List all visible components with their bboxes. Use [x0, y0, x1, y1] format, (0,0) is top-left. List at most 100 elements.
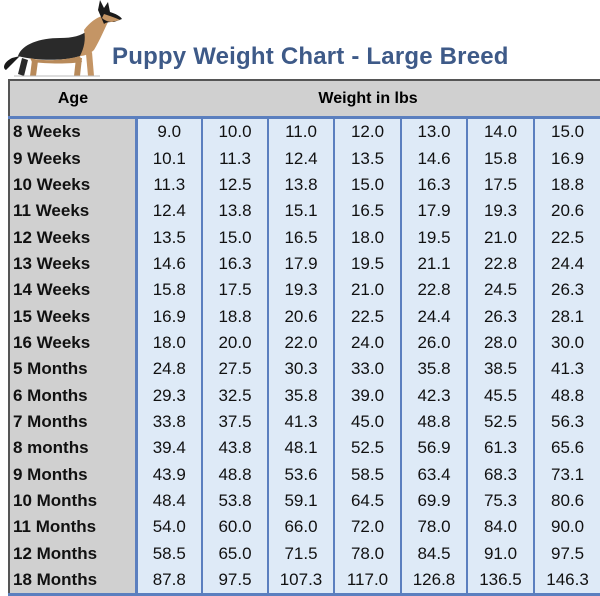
age-cell: 16 Weeks — [8, 329, 138, 357]
table-body: 8 Weeks 9.0 10.0 11.0 12.0 13.0 14.0 15.0 9 Week… — [8, 117, 600, 596]
weight-cell: 33.8 — [135, 408, 203, 436]
weight-cell: 78.0 — [333, 540, 402, 567]
weight-cell: 117.0 — [333, 566, 402, 596]
weight-table: Age Weight in lbs 8 Weeks 9.0 10.0 11.0 12.0… — [8, 79, 600, 596]
weight-cell: 65.6 — [532, 435, 600, 462]
table-row: 8 Weeks 9.0 10.0 11.0 12.0 13.0 14.0 15.0 — [8, 117, 600, 146]
age-cell: 6 Months — [8, 382, 138, 409]
weight-cell: 80.6 — [532, 487, 600, 515]
weight-cell: 10.0 — [201, 117, 269, 146]
age-cell: 14 Weeks — [8, 277, 138, 304]
age-cell: 10 Weeks — [8, 171, 138, 199]
weight-cell: 97.5 — [532, 540, 600, 567]
weight-cell: 66.0 — [267, 514, 335, 541]
weight-cell: 58.5 — [333, 461, 402, 488]
table-row: 12 Weeks 13.5 15.0 16.5 18.0 19.5 21.0 22.5 — [8, 224, 600, 251]
weight-cell: 22.5 — [532, 224, 600, 251]
weight-cell: 19.3 — [267, 277, 335, 304]
weight-cell: 17.9 — [267, 250, 335, 278]
age-cell: 18 Months — [8, 566, 138, 596]
weight-cell: 37.5 — [201, 408, 269, 436]
age-header: Age — [8, 79, 136, 119]
weight-cell: 15.8 — [135, 277, 203, 304]
weight-cell: 9.0 — [135, 117, 203, 146]
table-row: 11 Weeks 12.4 13.8 15.1 16.5 17.9 19.3 20.6 — [8, 198, 600, 225]
weight-cell: 78.0 — [400, 514, 468, 541]
weight-cell: 64.5 — [333, 487, 402, 515]
weight-cell: 26.3 — [466, 303, 535, 330]
weight-cell: 26.0 — [400, 329, 468, 357]
weight-cell: 45.0 — [333, 408, 402, 436]
age-cell: 10 Months — [8, 487, 138, 515]
weight-cell: 39.0 — [333, 382, 402, 409]
weight-cell: 26.3 — [532, 277, 600, 304]
weight-cell: 15.8 — [466, 145, 535, 172]
weight-cell: 48.4 — [135, 487, 203, 515]
weight-cell: 17.5 — [466, 171, 535, 199]
age-cell: 9 Months — [8, 461, 138, 488]
age-cell: 12 Months — [8, 540, 138, 567]
page-title: Puppy Weight Chart - Large Breed — [112, 43, 509, 70]
weight-cell: 19.5 — [400, 224, 468, 251]
weight-cell: 91.0 — [466, 540, 535, 567]
weight-cell: 41.3 — [267, 408, 335, 436]
weight-cell: 48.8 — [532, 382, 600, 409]
weight-cell: 75.3 — [466, 487, 535, 515]
weight-cell: 53.6 — [267, 461, 335, 488]
weight-cell: 48.1 — [267, 435, 335, 462]
weight-cell: 32.5 — [201, 382, 269, 409]
weight-cell: 60.0 — [201, 514, 269, 541]
age-cell: 8 months — [8, 435, 138, 462]
weight-cell: 22.8 — [466, 250, 535, 278]
table-row: 18 Months 87.8 97.5 107.3 117.0 126.8 136.5 146… — [8, 566, 600, 596]
weight-cell: 24.5 — [466, 277, 535, 304]
table-row: 11 Months 54.0 60.0 66.0 72.0 78.0 84.0 90.0 — [8, 514, 600, 541]
weight-cell: 16.9 — [135, 303, 203, 330]
weight-cell: 126.8 — [400, 566, 468, 596]
weight-cell: 13.5 — [135, 224, 203, 251]
weight-cell: 69.9 — [400, 487, 468, 515]
weight-cell: 136.5 — [466, 566, 535, 596]
weight-cell: 21.1 — [400, 250, 468, 278]
weight-cell: 30.3 — [267, 356, 335, 383]
weight-cell: 12.5 — [201, 171, 269, 199]
weight-cell: 97.5 — [201, 566, 269, 596]
age-cell: 11 Months — [8, 514, 138, 541]
weight-cell: 52.5 — [466, 408, 535, 436]
weight-cell: 17.5 — [201, 277, 269, 304]
weight-cell: 84.0 — [466, 514, 535, 541]
weight-cell: 24.4 — [400, 303, 468, 330]
weight-cell: 54.0 — [135, 514, 203, 541]
weight-cell: 20.6 — [532, 198, 600, 225]
weight-cell: 20.6 — [267, 303, 335, 330]
weight-cell: 52.5 — [333, 435, 402, 462]
weight-cell: 58.5 — [135, 540, 203, 567]
weight-cell: 13.8 — [267, 171, 335, 199]
weight-cell: 21.0 — [333, 277, 402, 304]
weight-cell: 59.1 — [267, 487, 335, 515]
weight-cell: 16.5 — [267, 224, 335, 251]
weight-cell: 16.3 — [400, 171, 468, 199]
weight-cell: 16.5 — [333, 198, 402, 225]
weight-header: Weight in lbs — [136, 79, 600, 119]
weight-cell: 15.0 — [201, 224, 269, 251]
weight-cell: 19.3 — [466, 198, 535, 225]
weight-cell: 53.8 — [201, 487, 269, 515]
weight-cell: 48.8 — [201, 461, 269, 488]
weight-cell: 90.0 — [532, 514, 600, 541]
weight-cell: 45.5 — [466, 382, 535, 409]
weight-cell: 35.8 — [267, 382, 335, 409]
weight-cell: 24.0 — [333, 329, 402, 357]
weight-cell: 107.3 — [267, 566, 335, 596]
weight-cell: 22.0 — [267, 329, 335, 357]
weight-cell: 13.5 — [333, 145, 402, 172]
weight-cell: 10.1 — [135, 145, 203, 172]
table-row: 16 Weeks 18.0 20.0 22.0 24.0 26.0 28.0 30.0 — [8, 329, 600, 357]
weight-cell: 87.8 — [135, 566, 203, 596]
weight-cell: 15.1 — [267, 198, 335, 225]
age-cell: 8 Weeks — [8, 117, 138, 146]
age-cell: 15 Weeks — [8, 303, 138, 330]
weight-cell: 29.3 — [135, 382, 203, 409]
weight-cell: 35.8 — [400, 356, 468, 383]
table-row: 15 Weeks 16.9 18.8 20.6 22.5 24.4 26.3 28.1 — [8, 303, 600, 330]
